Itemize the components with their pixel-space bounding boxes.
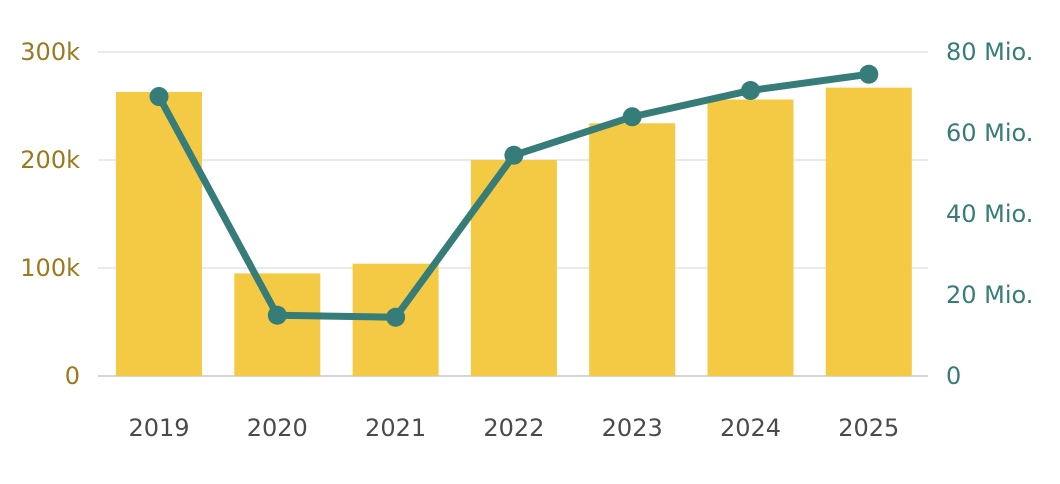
left-axis: 0 100k 200k 300k [20,38,80,390]
right-tick-label: 80 Mio. [946,38,1033,66]
bar-2025 [825,87,912,376]
bar-2019 [116,91,202,377]
left-tick-label: 200k [20,146,80,174]
x-tick-label: 2025 [838,414,899,442]
line-point-2023 [622,107,642,127]
line-point-2019 [149,87,169,107]
left-tick-label: 0 [65,362,80,390]
x-tick-label: 2023 [602,414,663,442]
right-tick-label: 0 [946,362,961,390]
x-tick-label: 2021 [365,414,426,442]
line-point-2025 [859,64,879,84]
right-axis: 0 20 Mio. 40 Mio. 60 Mio. 80 Mio. [946,38,1033,390]
bar-2024 [707,99,794,377]
line-series [149,64,879,327]
bar-series [116,87,912,377]
line-point-2021 [386,307,406,327]
left-tick-label: 100k [20,254,80,282]
right-tick-label: 20 Mio. [946,281,1033,309]
x-tick-label: 2019 [128,414,189,442]
line-point-2020 [267,305,287,325]
x-tick-label: 2020 [247,414,308,442]
line-point-2024 [741,80,760,100]
bar-2023 [589,123,676,376]
x-tick-label: 2024 [720,414,781,442]
left-tick-label: 300k [20,38,80,66]
right-tick-label: 60 Mio. [946,119,1033,147]
x-axis: 2019 2020 2021 2022 2023 2024 2025 [128,414,899,442]
right-tick-label: 40 Mio. [946,200,1033,228]
line-point-2022 [504,145,524,165]
x-tick-label: 2022 [483,414,544,442]
